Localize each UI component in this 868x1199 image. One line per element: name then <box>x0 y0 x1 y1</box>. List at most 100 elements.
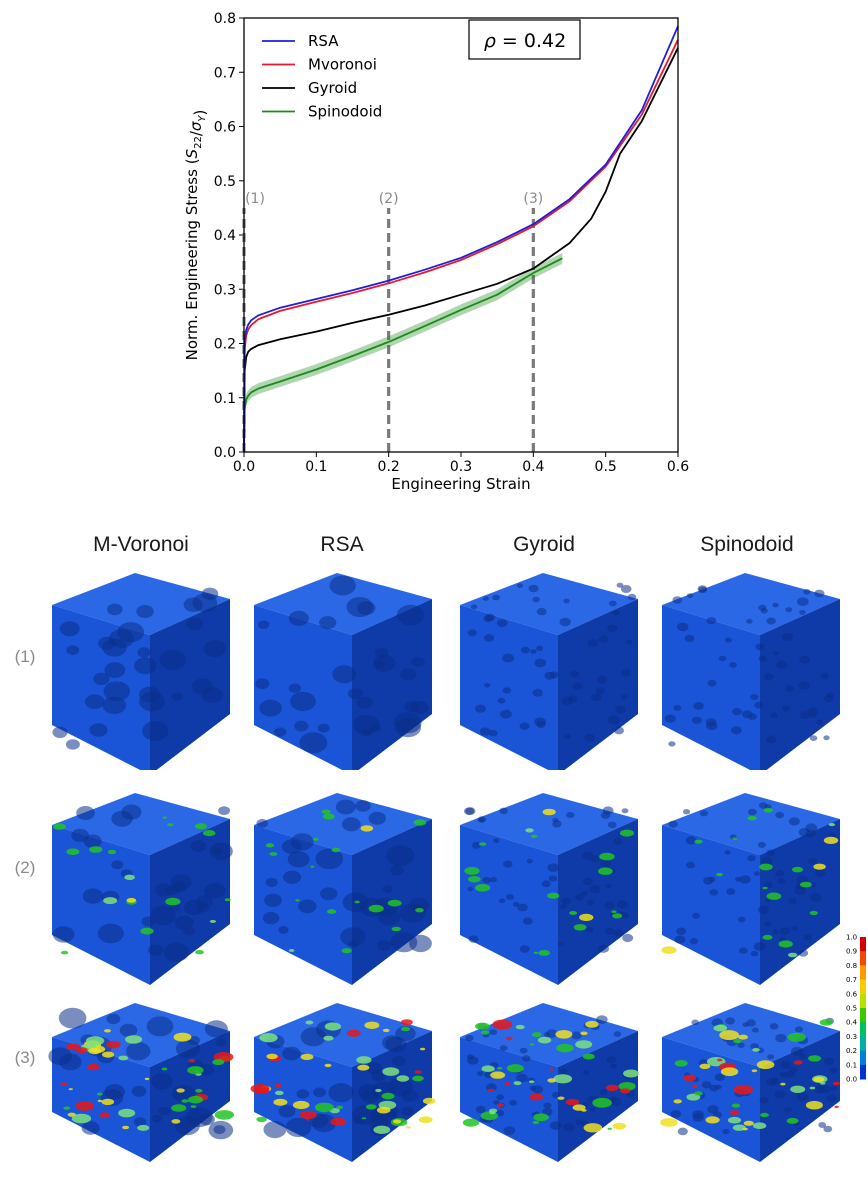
cube-pore <box>731 726 742 735</box>
cube-pore <box>818 1122 827 1128</box>
cube-pore <box>204 1020 228 1038</box>
y-tick-label: 0.0 <box>214 445 236 461</box>
cube-stress-spot <box>529 1043 535 1046</box>
cube-stress-spot <box>396 1075 410 1082</box>
cube-pore <box>798 949 809 957</box>
cube-stress-spot <box>126 897 137 903</box>
y-axis-label: Norm. Engineering Stress (S22/σY) <box>183 110 209 361</box>
cube-stress-spot <box>274 1090 284 1096</box>
cube-pore <box>186 617 204 630</box>
cube-pore <box>770 712 778 718</box>
cube-stress-spot <box>400 1019 413 1026</box>
cube-pore <box>591 693 602 702</box>
cube-stress-spot <box>173 1032 192 1042</box>
cube-stress-spot <box>800 881 812 888</box>
cube-pore <box>141 916 155 927</box>
cube-pore <box>714 1073 725 1081</box>
cube-rsa-state-3 <box>242 995 442 1195</box>
cube-pore <box>597 944 609 953</box>
cube-pore <box>58 1007 87 1029</box>
cube-pore <box>674 935 686 944</box>
cube-pore <box>347 688 363 700</box>
cube-pore <box>146 1016 174 1037</box>
cube-stress-spot <box>468 876 481 883</box>
cube-pore <box>265 877 278 887</box>
cube-stress-spot <box>530 834 538 839</box>
cube-pore <box>668 741 676 747</box>
cube-pore <box>784 1106 792 1113</box>
cube-pore <box>600 858 612 868</box>
colorbar-tick-label: 0.7 <box>846 976 857 984</box>
cube-stress-spot <box>705 1116 720 1124</box>
cube-stress-spot <box>375 1088 382 1093</box>
cube-pore <box>496 619 508 628</box>
cube-stress-spot <box>692 1084 699 1088</box>
cube-pore <box>536 607 547 616</box>
cube-pore <box>549 1121 562 1130</box>
cube-stress-spot <box>387 899 402 907</box>
cube-pore <box>732 708 743 716</box>
cube-pore <box>490 876 498 883</box>
cube-pore <box>615 705 626 714</box>
cube-pore <box>729 662 737 668</box>
cube-pore <box>401 1089 419 1102</box>
cube-stress-spot <box>565 1098 580 1106</box>
cube-pore <box>519 1047 528 1054</box>
legend-label-rsa: RSA <box>308 32 339 50</box>
cube-pore <box>707 1105 719 1114</box>
cube-pore <box>285 1117 312 1138</box>
cube-pore <box>66 645 80 655</box>
cube-pore <box>808 857 818 865</box>
cube-pore <box>152 1114 163 1123</box>
cube-stress-spot <box>555 1030 573 1039</box>
cube-stress-spot <box>99 1112 111 1118</box>
cube-pore <box>183 926 195 936</box>
cube-stress-spot <box>346 1029 361 1037</box>
x-tick-label: 0.5 <box>595 459 617 475</box>
cube-stress-spot <box>167 823 174 827</box>
cube-pore <box>468 935 479 943</box>
cube-pore <box>319 616 337 630</box>
row-label-state-3: (3) <box>14 1048 36 1067</box>
cube-stress-spot <box>97 1099 103 1103</box>
cube-pore <box>765 735 777 744</box>
column-header-rsa: RSA <box>320 533 364 556</box>
cube-pore <box>256 818 268 828</box>
cube-pore <box>772 602 779 608</box>
cube-pore <box>582 1070 590 1075</box>
cube-stress-spot <box>68 1088 73 1091</box>
colorbar-tick-label: 0.9 <box>846 948 857 956</box>
cube-pore <box>482 876 491 884</box>
cube-pore <box>799 610 806 615</box>
cube-pore <box>769 1023 779 1030</box>
cube-pore <box>390 865 404 876</box>
cube-pore <box>520 646 530 654</box>
cube-pore <box>475 1105 486 1114</box>
cube-pore <box>209 842 233 860</box>
colorbar-tick-label: 0.1 <box>846 1061 857 1069</box>
cube-face-right <box>558 1031 638 1162</box>
cube-stress-spot <box>104 1029 111 1033</box>
cube-pore <box>541 880 551 888</box>
cube-pore <box>93 672 110 685</box>
cube-pore <box>530 649 537 654</box>
cube-pore <box>742 710 753 719</box>
cube-stress-spot <box>699 1063 711 1069</box>
colorbar-segment <box>860 1064 866 1080</box>
colorbar-segment <box>860 951 866 966</box>
cube-pore <box>764 804 772 810</box>
cube-stress-spot <box>324 1063 332 1068</box>
cube-stress-spot <box>694 1091 703 1096</box>
cube-stress-spot <box>793 1060 803 1065</box>
cube-pore <box>587 899 595 906</box>
cube-stress-spot <box>401 1026 411 1032</box>
cube-stress-spot <box>547 1078 556 1083</box>
cube-pore <box>347 940 359 948</box>
cube-pore <box>748 808 757 816</box>
y-tick-label: 0.4 <box>214 228 236 244</box>
cube-stress-spot <box>269 852 278 856</box>
cube-stress-spot <box>195 950 204 955</box>
cube-pore <box>664 714 676 723</box>
cube-pore <box>477 816 487 823</box>
cube-pore <box>97 923 124 944</box>
